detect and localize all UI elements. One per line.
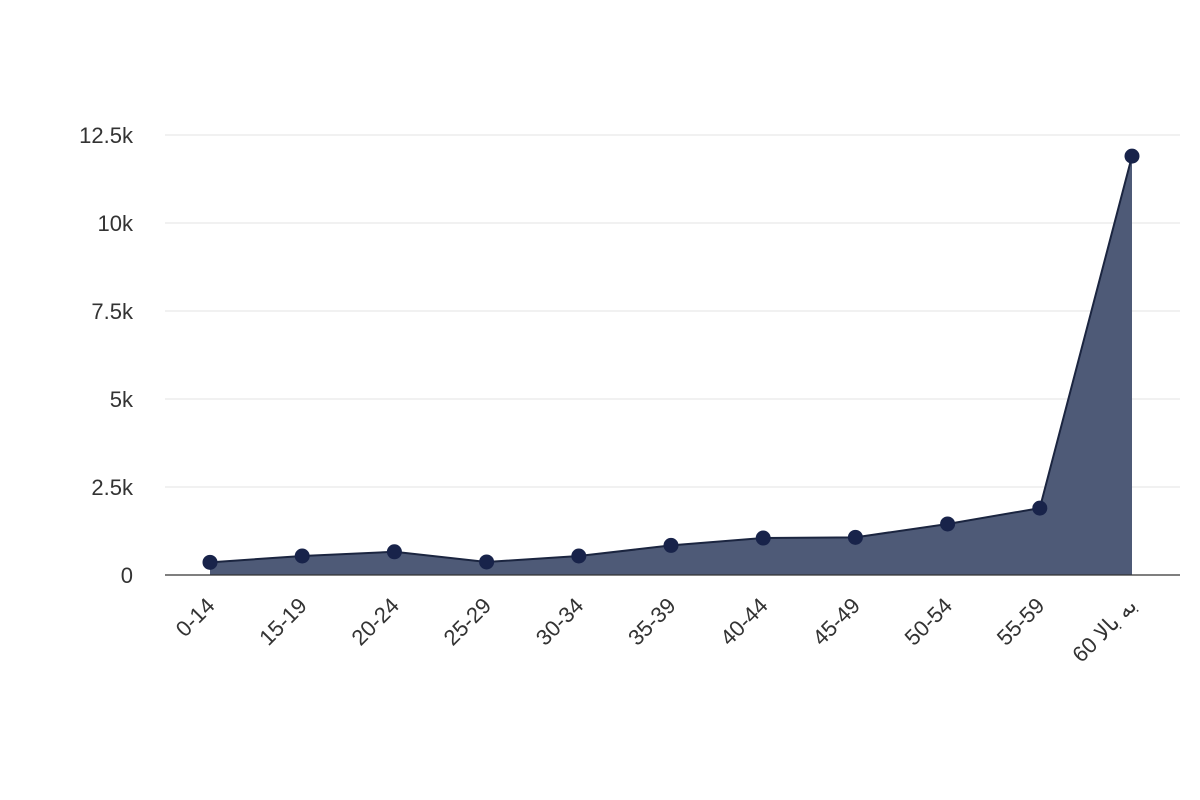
data-point-0-14[interactable] — [202, 554, 218, 570]
x-tick-label: 0-14 — [171, 593, 220, 642]
point-layer — [202, 148, 1140, 570]
x-tick-label: 50-54 — [900, 593, 957, 650]
data-point-35-39[interactable] — [663, 537, 679, 553]
series-line — [209, 155, 1133, 564]
data-point-50-54[interactable] — [940, 516, 956, 532]
x-axis-ticks: 0-14 15-19 20-24 25-29 30-34 35-39 40-44 45-49 5… — [171, 593, 1142, 667]
data-point-30-34[interactable] — [571, 548, 587, 564]
data-point-45-49[interactable] — [847, 529, 863, 545]
y-tick-label: 2.5k — [91, 475, 134, 500]
y-tick-label: 5k — [110, 387, 134, 412]
y-tick-label: 10k — [98, 211, 134, 236]
x-tick-label: 25-29 — [439, 593, 496, 650]
data-point-40-44[interactable] — [755, 530, 771, 546]
data-point-55-59[interactable] — [1032, 500, 1048, 516]
x-tick-label: 15-19 — [254, 593, 311, 650]
x-tick-label: 40-44 — [715, 593, 772, 650]
area-layer — [209, 155, 1133, 575]
area-fill — [210, 156, 1132, 575]
y-tick-label: 12.5k — [79, 123, 134, 148]
x-tick-label: 30-34 — [531, 593, 588, 650]
data-point-60 به بالا[interactable] — [1124, 148, 1140, 164]
data-point-25-29[interactable] — [479, 554, 495, 570]
data-point-15-19[interactable] — [294, 548, 310, 564]
y-tick-label: 7.5k — [91, 299, 134, 324]
x-tick-label: 35-39 — [623, 593, 680, 650]
data-point-20-24[interactable] — [386, 544, 402, 560]
grid-layer — [165, 134, 1180, 488]
x-tick-label: 20-24 — [346, 593, 403, 650]
y-tick-label: 0 — [121, 563, 133, 588]
x-tick-label: 60 به بالا — [1067, 593, 1141, 667]
x-tick-label: 45-49 — [807, 593, 864, 650]
x-tick-label: 55-59 — [992, 593, 1049, 650]
y-axis-ticks: 0 2.5k 5k 7.5k 10k 12.5k — [79, 123, 134, 588]
